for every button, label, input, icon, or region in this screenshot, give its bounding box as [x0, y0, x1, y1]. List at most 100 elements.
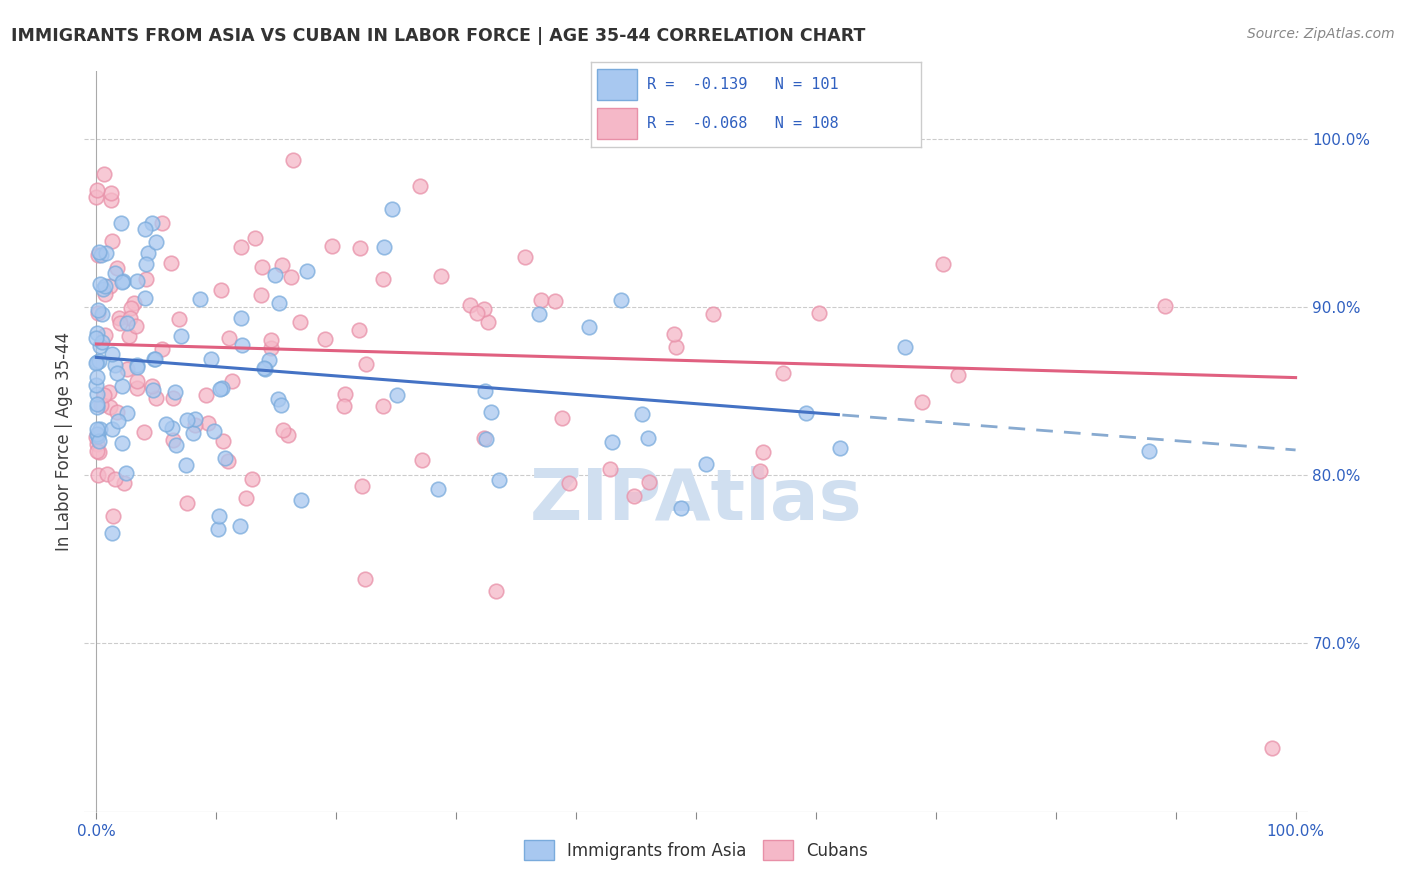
Text: R =  -0.068   N = 108: R = -0.068 N = 108 [647, 116, 838, 131]
Point [371, 399, 394, 413]
Point [479, 405, 502, 419]
Point [218, 331, 240, 345]
Point [134, 425, 156, 439]
Point [100, 186, 122, 200]
Point [290, 493, 312, 508]
Point [89, 422, 111, 436]
Point [353, 572, 375, 586]
Point [828, 441, 851, 455]
Point [253, 361, 276, 376]
Point [250, 260, 273, 274]
Point [578, 319, 600, 334]
Point [89, 339, 111, 353]
Point [86, 422, 108, 436]
Point [277, 428, 299, 442]
Point [150, 216, 173, 230]
Point [86, 437, 108, 451]
Point [96, 245, 118, 260]
Point [176, 413, 198, 427]
Point [911, 395, 934, 409]
Point [513, 250, 536, 264]
Y-axis label: In Labor Force | Age 35-44: In Labor Force | Age 35-44 [55, 332, 73, 551]
Point [105, 405, 128, 419]
Point [125, 275, 148, 289]
Point [662, 327, 685, 342]
Point [630, 408, 652, 422]
Point [231, 338, 253, 352]
Point [86, 248, 108, 262]
Point [333, 387, 356, 401]
Point [86, 183, 108, 197]
Point [162, 391, 184, 405]
Point [86, 444, 108, 458]
Point [465, 306, 488, 320]
Point [100, 193, 122, 207]
Text: ZIPAtlas: ZIPAtlas [530, 467, 862, 535]
Point [808, 306, 831, 320]
Point [165, 438, 187, 452]
Point [105, 366, 128, 380]
Point [115, 406, 138, 420]
Point [197, 416, 219, 430]
Point [135, 257, 157, 271]
Point [101, 235, 124, 249]
Point [86, 355, 108, 369]
Point [120, 311, 142, 326]
Point [254, 362, 277, 376]
Point [93, 388, 115, 402]
Point [217, 454, 239, 468]
Point [104, 472, 127, 486]
Point [752, 444, 775, 458]
Point [259, 341, 281, 355]
Point [163, 385, 186, 400]
Point [599, 462, 621, 476]
Point [94, 328, 117, 343]
Point [120, 301, 142, 316]
Point [104, 266, 127, 280]
Point [250, 288, 273, 302]
Point [118, 329, 141, 343]
Point [141, 216, 163, 230]
Bar [598, 70, 637, 100]
Point [772, 366, 794, 380]
Point [894, 340, 917, 354]
Point [1154, 299, 1177, 313]
Point [98, 400, 121, 414]
Point [932, 257, 955, 271]
Point [333, 399, 356, 413]
Point [558, 476, 581, 491]
Point [488, 473, 510, 487]
Point [669, 501, 692, 516]
Point [124, 318, 146, 333]
Point [145, 391, 167, 405]
Point [98, 278, 121, 293]
Point [135, 271, 157, 285]
Point [98, 384, 121, 399]
Point [87, 445, 110, 459]
Point [637, 431, 659, 445]
Point [211, 380, 233, 394]
Point [946, 368, 969, 383]
Point [430, 268, 453, 283]
Point [183, 412, 205, 426]
Point [474, 384, 496, 398]
Point [87, 306, 110, 320]
Point [142, 384, 165, 398]
Point [134, 291, 156, 305]
Point [93, 167, 115, 181]
Point [263, 268, 285, 283]
Point [794, 407, 817, 421]
Point [208, 382, 231, 396]
Point [373, 240, 395, 254]
Text: Source: ZipAtlas.com: Source: ZipAtlas.com [1247, 27, 1395, 41]
Point [90, 248, 112, 262]
Point [271, 258, 294, 272]
Point [101, 347, 124, 361]
Point [115, 316, 138, 330]
Point [104, 358, 127, 372]
Point [86, 377, 108, 392]
Point [101, 422, 124, 436]
Point [184, 417, 207, 432]
Point [86, 401, 108, 415]
Point [349, 323, 371, 337]
